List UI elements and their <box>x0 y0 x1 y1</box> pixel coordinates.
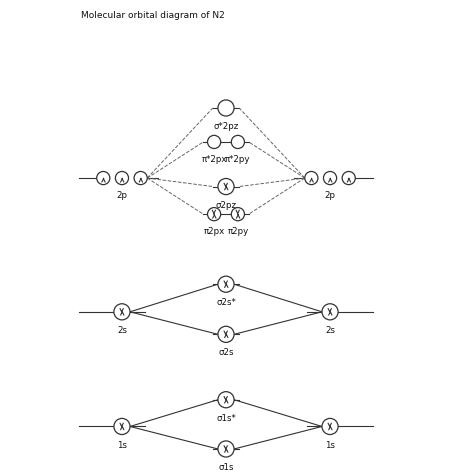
Circle shape <box>321 304 337 320</box>
Circle shape <box>217 277 234 293</box>
Text: σ2pz: σ2pz <box>215 200 236 209</box>
Circle shape <box>217 327 234 343</box>
Circle shape <box>134 172 147 185</box>
Text: Molecular orbital diagram of N2: Molecular orbital diagram of N2 <box>81 11 224 20</box>
Text: 2p: 2p <box>116 190 127 199</box>
Text: π2px: π2px <box>203 227 224 235</box>
Circle shape <box>207 208 220 221</box>
Circle shape <box>114 304 130 320</box>
Circle shape <box>341 172 354 185</box>
Text: σ*2pz: σ*2pz <box>213 122 238 131</box>
Circle shape <box>217 441 234 457</box>
Text: 2s: 2s <box>117 325 127 334</box>
Text: σ1s*: σ1s* <box>216 413 235 422</box>
Circle shape <box>115 172 128 185</box>
Text: π*2py: π*2py <box>225 154 250 163</box>
Text: 2p: 2p <box>324 190 335 199</box>
Text: π*2px: π*2px <box>201 154 226 163</box>
Text: 2s: 2s <box>324 325 334 334</box>
Circle shape <box>114 418 130 435</box>
Circle shape <box>217 392 234 408</box>
Circle shape <box>217 179 234 195</box>
Text: σ1s: σ1s <box>218 462 233 471</box>
Text: σ2s: σ2s <box>218 348 233 357</box>
Circle shape <box>321 418 337 435</box>
Text: 1s: 1s <box>324 440 334 449</box>
Text: σ2s*: σ2s* <box>216 298 235 307</box>
Circle shape <box>304 172 317 185</box>
Circle shape <box>207 136 220 149</box>
Circle shape <box>231 208 244 221</box>
Circle shape <box>231 136 244 149</box>
Text: 1s: 1s <box>117 440 127 449</box>
Circle shape <box>217 101 234 117</box>
Circle shape <box>323 172 336 185</box>
Circle shape <box>97 172 110 185</box>
Text: π2py: π2py <box>227 227 248 235</box>
